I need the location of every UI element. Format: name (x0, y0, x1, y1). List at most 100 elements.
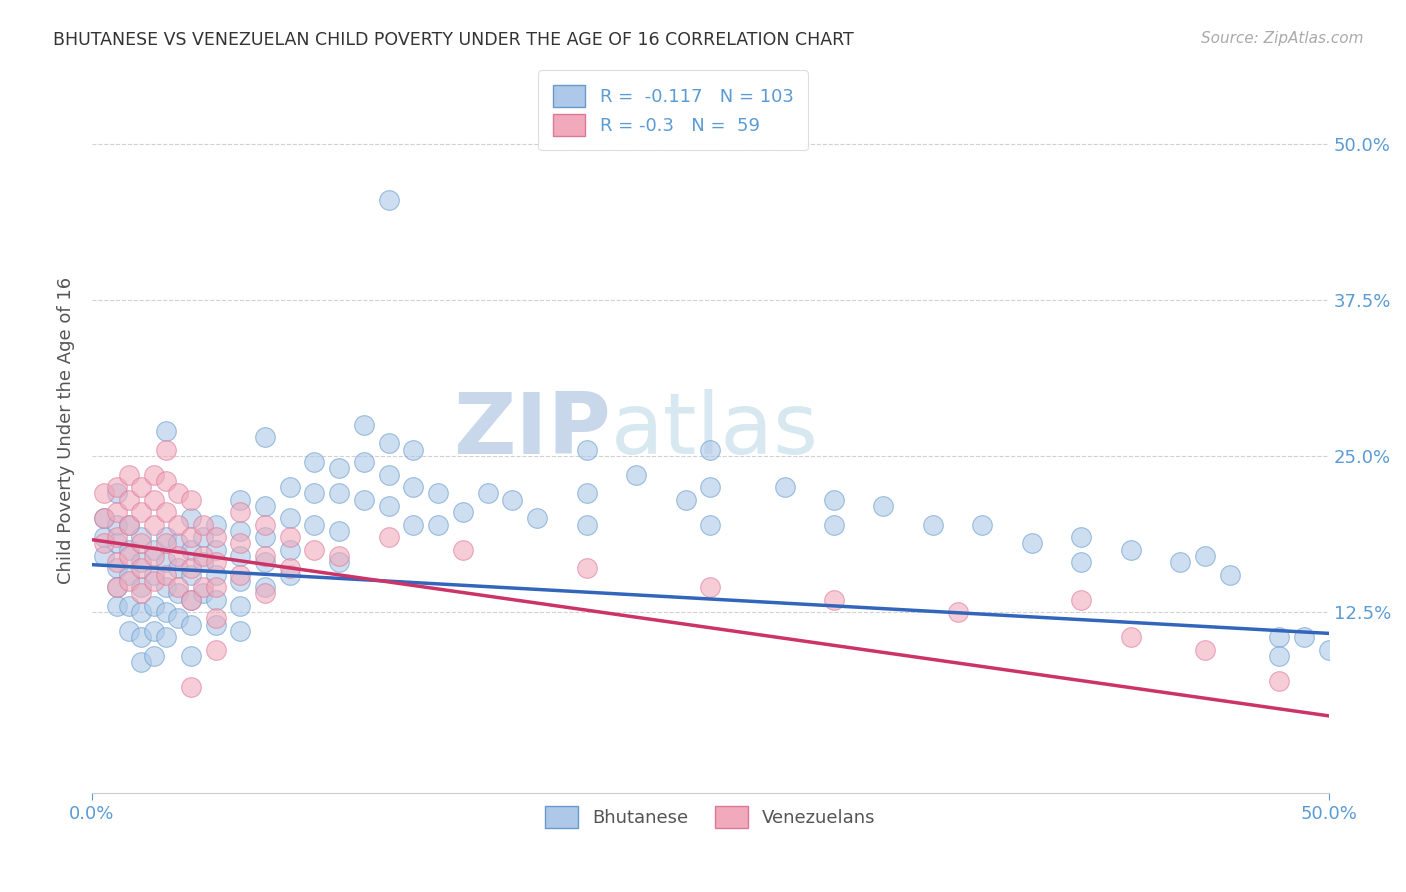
Point (118, 492, 141, 507)
Point (180, 592, 202, 607)
Point (193, 517, 215, 532)
Point (229, 505, 252, 519)
Text: ZIP: ZIP (454, 390, 612, 473)
Point (180, 567, 202, 582)
Point (253, 430, 276, 444)
Point (353, 455, 375, 469)
Point (253, 530, 276, 544)
Point (155, 536, 177, 550)
Text: atlas: atlas (612, 390, 820, 473)
Point (1194, 642, 1216, 657)
Point (155, 530, 177, 544)
Point (1268, 648, 1291, 663)
Point (193, 549, 215, 563)
Point (278, 567, 301, 582)
Point (278, 542, 301, 557)
Point (229, 599, 252, 613)
Point (451, 542, 474, 557)
Point (167, 580, 190, 594)
Point (377, 193, 399, 207)
Point (105, 580, 128, 594)
Point (699, 580, 721, 594)
Point (501, 492, 523, 507)
Point (118, 517, 141, 532)
Point (328, 486, 350, 500)
Point (377, 530, 399, 544)
Point (278, 480, 301, 494)
Point (180, 492, 202, 507)
Point (328, 524, 350, 538)
Point (155, 605, 177, 619)
Point (105, 530, 128, 544)
Point (946, 605, 969, 619)
Point (204, 517, 226, 532)
Point (278, 511, 301, 525)
Point (167, 586, 190, 600)
Point (575, 442, 598, 457)
Point (142, 467, 165, 482)
Point (131, 630, 153, 644)
Point (229, 567, 252, 582)
Point (699, 517, 721, 532)
Point (204, 542, 226, 557)
Point (253, 586, 276, 600)
Point (105, 536, 128, 550)
Point (229, 536, 252, 550)
Point (155, 630, 177, 644)
Point (93, 511, 115, 525)
Point (353, 417, 375, 432)
Point (229, 624, 252, 638)
Point (105, 555, 128, 569)
Point (229, 492, 252, 507)
Point (167, 561, 190, 575)
Point (118, 517, 141, 532)
Point (1317, 642, 1340, 657)
Point (823, 517, 845, 532)
Point (229, 574, 252, 588)
Point (328, 555, 350, 569)
Point (118, 549, 141, 563)
Point (402, 517, 425, 532)
Point (193, 580, 215, 594)
Point (180, 561, 202, 575)
Point (180, 530, 202, 544)
Point (155, 555, 177, 569)
Point (1119, 542, 1142, 557)
Point (204, 617, 226, 632)
Point (131, 580, 153, 594)
Point (118, 574, 141, 588)
Point (167, 611, 190, 625)
Point (304, 455, 326, 469)
Point (204, 592, 226, 607)
Text: Source: ZipAtlas.com: Source: ZipAtlas.com (1201, 31, 1364, 46)
Point (93, 536, 115, 550)
Point (328, 461, 350, 475)
Point (142, 517, 165, 532)
Point (193, 555, 215, 569)
Point (118, 467, 141, 482)
Point (193, 586, 215, 600)
Point (167, 486, 190, 500)
Point (377, 467, 399, 482)
Point (155, 442, 177, 457)
Point (155, 424, 177, 438)
Point (1292, 630, 1315, 644)
Point (142, 567, 165, 582)
Point (922, 517, 945, 532)
Point (93, 530, 115, 544)
Point (477, 486, 499, 500)
Point (823, 592, 845, 607)
Point (131, 555, 153, 569)
Point (131, 536, 153, 550)
Point (253, 517, 276, 532)
Point (304, 542, 326, 557)
Point (526, 511, 548, 525)
Point (131, 655, 153, 669)
Point (105, 599, 128, 613)
Point (118, 624, 141, 638)
Point (131, 505, 153, 519)
Point (353, 492, 375, 507)
Point (155, 474, 177, 488)
Point (105, 580, 128, 594)
Point (142, 599, 165, 613)
